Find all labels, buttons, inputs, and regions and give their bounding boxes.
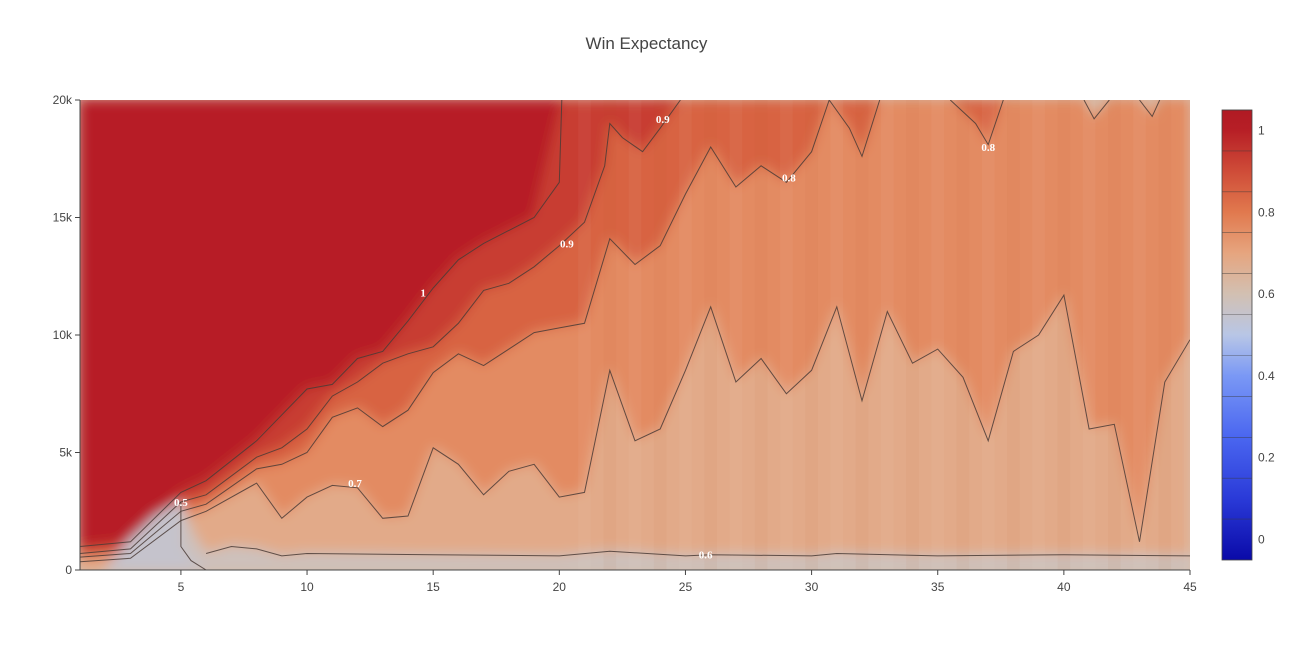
contour-labels: 1 0.9 0.9 0.8 0.8 0.7 0.6 0.5 bbox=[174, 114, 996, 562]
heatmap-stripe bbox=[855, 100, 869, 570]
colorbar-tick-label: 0.8 bbox=[1258, 205, 1275, 219]
chart-title: Win Expectancy bbox=[585, 34, 708, 53]
y-axis: 0 5k 10k 15k 20k bbox=[53, 93, 81, 577]
colorbar-tick-label: 0.6 bbox=[1258, 287, 1275, 301]
contour-label-0.8: 0.8 bbox=[981, 142, 995, 154]
x-tick-label: 5 bbox=[178, 580, 185, 594]
heatmap-stripes bbox=[578, 100, 1190, 570]
contour-line-1 bbox=[80, 100, 563, 547]
contour-label-1: 1 bbox=[420, 288, 426, 300]
colorbar: 0 0.2 0.4 0.6 0.8 1 bbox=[1221, 109, 1275, 561]
x-axis: 5 10 15 20 25 30 35 40 45 bbox=[80, 569, 1197, 594]
heatmap-stripe bbox=[628, 100, 642, 570]
colorbar-tick-label: 1 bbox=[1258, 124, 1265, 138]
zone-group bbox=[80, 100, 1190, 570]
y-tick-label: 15k bbox=[53, 211, 73, 225]
x-tick-label: 40 bbox=[1057, 580, 1071, 594]
colorbar-tick-label: 0.2 bbox=[1258, 451, 1275, 465]
heatmap-stripe bbox=[906, 100, 919, 570]
plot-area: 1 0.9 0.9 0.8 0.8 0.7 0.6 0.5 bbox=[80, 100, 1190, 570]
heatmap-stripe bbox=[780, 100, 793, 570]
contour-label-0.9: 0.9 bbox=[656, 114, 670, 126]
contour-line-0.7 bbox=[80, 293, 1190, 563]
colorbar-level-lines bbox=[1221, 109, 1253, 561]
colorbar-tick-label: 0.4 bbox=[1258, 369, 1275, 383]
heatmap-stripe bbox=[881, 100, 894, 570]
heatmap-stripe bbox=[1133, 100, 1146, 570]
contour-label-0.9: 0.9 bbox=[560, 238, 574, 250]
heatmap-stripe bbox=[704, 100, 717, 570]
contour-line-0.8 bbox=[1083, 100, 1110, 120]
heatmap-stripe bbox=[729, 100, 743, 570]
contour-line-0.8 bbox=[80, 100, 881, 558]
y-tick-label: 20k bbox=[53, 93, 73, 107]
contour-line-0.6 bbox=[205, 545, 1190, 557]
contour-line-0.8 bbox=[949, 100, 1004, 146]
heatmap-stripe bbox=[1007, 100, 1020, 570]
x-tick-label: 25 bbox=[679, 580, 693, 594]
heatmap-stripe bbox=[1057, 100, 1071, 570]
heatmap-stripe bbox=[931, 100, 944, 570]
contour-line-0.8 bbox=[1139, 100, 1161, 118]
heatmap-stripe bbox=[578, 100, 591, 570]
colorbar-ticks: 0 0.2 0.4 0.6 0.8 1 bbox=[1258, 124, 1275, 547]
contour-line-0.9 bbox=[80, 100, 681, 554]
heatmap-stripe bbox=[1082, 100, 1096, 570]
heatmap-stripe bbox=[679, 100, 692, 570]
contour-label-0.5: 0.5 bbox=[174, 497, 188, 509]
heatmap-stripe bbox=[1158, 100, 1172, 570]
x-tick-label: 10 bbox=[300, 580, 314, 594]
heatmap-fill bbox=[80, 100, 1190, 570]
heatmap-stripe bbox=[981, 100, 995, 570]
contour-line-0.5 bbox=[180, 501, 207, 570]
heatmap-stripe bbox=[1108, 100, 1121, 570]
heatmap-stripe bbox=[805, 100, 818, 570]
heatmap-stripe bbox=[754, 100, 768, 570]
heatmap-stripe bbox=[956, 100, 970, 570]
x-tick-label: 15 bbox=[427, 580, 441, 594]
contour-label-0.7: 0.7 bbox=[348, 478, 362, 490]
x-tick-label: 20 bbox=[553, 580, 567, 594]
heatmap-stripe bbox=[1183, 100, 1190, 570]
colorbar-gradient bbox=[1222, 110, 1252, 560]
heatmap-stripe bbox=[830, 100, 844, 570]
y-tick-label: 0 bbox=[65, 563, 72, 577]
heatmap-stripe bbox=[653, 100, 667, 570]
colorbar-outline bbox=[1221, 109, 1253, 561]
colorbar-tick-label: 0 bbox=[1258, 533, 1265, 547]
contour-label-0.8: 0.8 bbox=[782, 173, 796, 185]
y-tick-label: 5k bbox=[59, 446, 73, 460]
heatmap-stripe bbox=[603, 100, 617, 570]
contour-lines bbox=[80, 100, 1190, 570]
x-tick-label: 30 bbox=[805, 580, 819, 594]
contour-label-0.6: 0.6 bbox=[699, 550, 713, 562]
x-tick-label: 45 bbox=[1183, 580, 1197, 594]
x-tick-label: 35 bbox=[931, 580, 945, 594]
y-tick-label: 10k bbox=[53, 328, 73, 342]
